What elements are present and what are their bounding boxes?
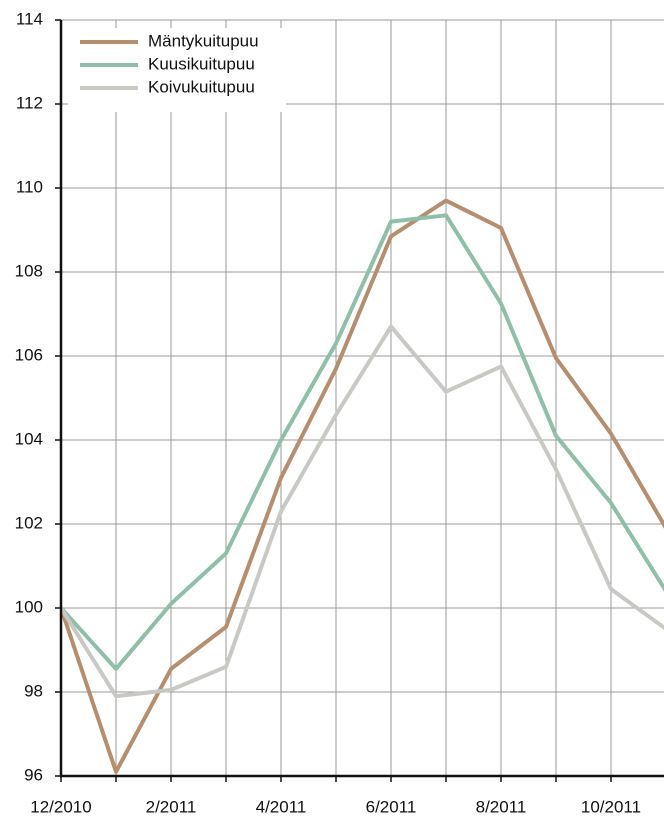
axes: 96 98 100 102 104 106 108 110 112 114 12/2010 2/201… bbox=[15, 9, 664, 816]
grid bbox=[61, 19, 664, 777]
y-tick-label: 96 bbox=[24, 765, 43, 784]
x-tick-label: 2/2011 bbox=[146, 797, 197, 816]
y-tick-label: 100 bbox=[15, 597, 43, 616]
x-tick-label: 8/2011 bbox=[476, 797, 527, 816]
legend-label: Kuusikuitupuu bbox=[148, 54, 255, 73]
series-line bbox=[61, 324, 664, 699]
series-line bbox=[61, 198, 664, 774]
series-line bbox=[61, 213, 664, 671]
x-tick-label: 6/2011 bbox=[366, 797, 417, 816]
y-tick-label: 102 bbox=[15, 513, 43, 532]
x-tick-label: 10/2011 bbox=[581, 797, 641, 816]
y-tick-label: 110 bbox=[16, 177, 43, 196]
y-tick-label: 108 bbox=[15, 261, 43, 280]
legend: Mäntykuitupuu Kuusikuitupuu Koivukuitupuu bbox=[68, 28, 286, 112]
y-tick-label: 112 bbox=[16, 93, 43, 112]
legend-label: Koivukuitupuu bbox=[148, 77, 255, 96]
x-tick-label: 4/2011 bbox=[256, 797, 307, 816]
y-tick-label: 98 bbox=[24, 681, 43, 700]
legend-label: Mäntykuitupuu bbox=[148, 31, 259, 50]
x-tick-label: 12/2010 bbox=[30, 797, 91, 816]
y-tick-label: 114 bbox=[16, 9, 43, 28]
lines bbox=[61, 198, 664, 774]
y-tick-label: 106 bbox=[15, 345, 43, 364]
y-tick-label: 104 bbox=[15, 429, 43, 448]
